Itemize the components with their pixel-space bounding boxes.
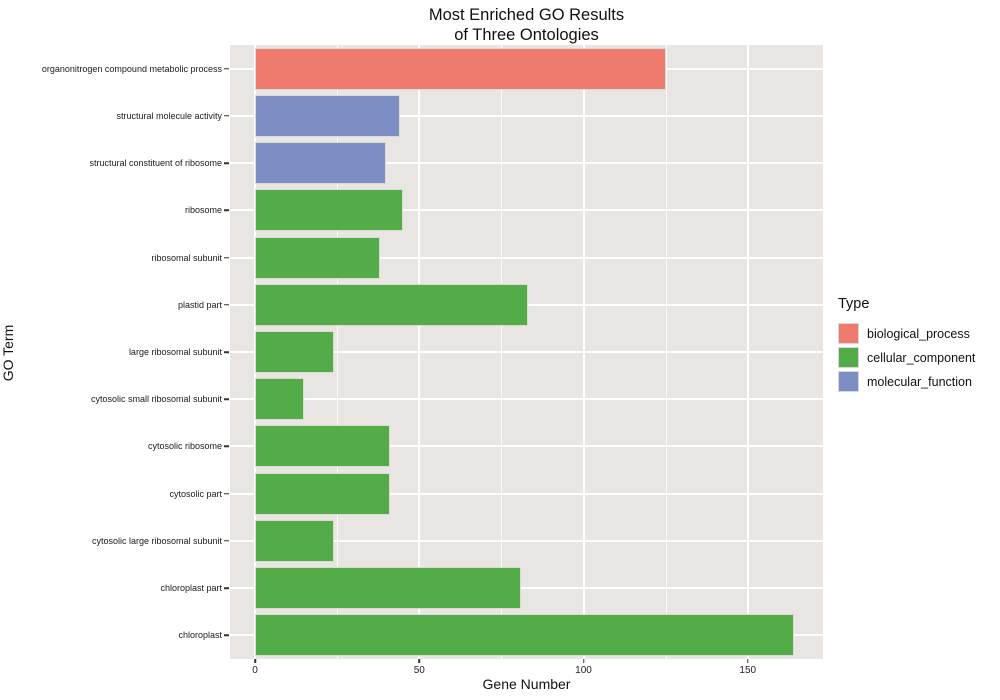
bar-cytosolic-part xyxy=(255,472,390,515)
y-tick-label: cytosolic part xyxy=(169,488,222,499)
legend-label: biological_process xyxy=(867,326,970,341)
legend-swatch-biological_process xyxy=(838,323,859,344)
x-tick-label: 50 xyxy=(413,665,425,676)
y-tick-mark xyxy=(224,587,229,589)
y-tick-label: large ribosomal subunit xyxy=(128,347,222,357)
legend-item-molecular_function: molecular_function xyxy=(838,371,998,392)
y-tick-label: cytosolic ribosome xyxy=(147,441,222,452)
y-tick-mark xyxy=(224,115,229,117)
y-tick-label: chloroplast xyxy=(178,630,222,641)
legend-swatch-molecular_function xyxy=(838,371,859,392)
chart-title-line2: of Three Ontologies xyxy=(454,26,599,44)
x-tick-mark xyxy=(582,659,585,663)
chart-title: Most Enriched GO Results of Three Ontolo… xyxy=(230,5,823,45)
y-tick-mark xyxy=(224,162,229,164)
gridline-row xyxy=(230,539,823,542)
y-tick-label: ribosome xyxy=(184,205,222,216)
gridline-row xyxy=(230,351,823,353)
bar-plastid-part xyxy=(255,283,528,326)
bar-large-ribosomal-subunit xyxy=(255,331,334,373)
x-tick-mark xyxy=(418,659,420,663)
y-tick-label: cytosolic small ribosomal subunit xyxy=(90,394,222,405)
bar-cytosolic-large-ribosomal-subunit xyxy=(255,519,334,562)
y-axis-title: GO Term xyxy=(0,324,16,382)
legend-label: molecular_function xyxy=(867,374,972,389)
gridline-row xyxy=(230,445,823,448)
bar-cytosolic-ribosome xyxy=(255,425,390,468)
bar-chloroplast xyxy=(255,614,794,657)
bar-organonitrogen-compound-metabolic-process xyxy=(255,47,666,90)
x-tick-label: 0 xyxy=(252,665,258,676)
gridline-row xyxy=(230,398,823,401)
x-tick-mark xyxy=(254,659,256,663)
gridline-row xyxy=(230,114,823,117)
y-tick-mark xyxy=(224,445,229,448)
bar-structural-constituent-of-ribosome xyxy=(255,142,387,185)
bar-chloroplast-part xyxy=(255,567,522,610)
y-tick-label: structural molecule activity xyxy=(116,110,222,121)
legend: Type biological_process cellular_componen… xyxy=(838,296,998,395)
legend-label: cellular_component xyxy=(867,350,976,365)
bar-ribosome xyxy=(255,189,403,232)
y-tick-mark xyxy=(224,492,229,495)
gridline-row xyxy=(230,587,823,590)
x-tick-label: 150 xyxy=(739,665,757,676)
gridline-row xyxy=(230,492,823,495)
x-axis-title: Gene Number xyxy=(482,676,571,692)
legend-item-biological_process: biological_process xyxy=(838,323,998,344)
gridline-row xyxy=(230,162,823,165)
x-tick-label: 100 xyxy=(575,665,592,676)
y-tick-mark xyxy=(224,634,229,637)
y-tick-mark xyxy=(224,351,229,353)
legend-swatch-cellular_component xyxy=(838,347,859,368)
y-tick-label: plastid part xyxy=(177,299,222,310)
bar-ribosomal-subunit xyxy=(255,236,380,279)
y-tick-mark xyxy=(224,209,229,212)
y-tick-label: organonitrogen compound metabolic proces… xyxy=(41,63,222,74)
y-tick-mark xyxy=(224,398,229,400)
x-axis-ticks: 0 50 100 150 xyxy=(230,659,823,689)
y-axis-labels: organonitrogen compound metabolic proces… xyxy=(0,45,230,659)
y-tick-label: cytosolic large ribosomal subunit xyxy=(91,535,222,546)
gridline-row xyxy=(230,256,823,259)
bar-structural-molecule-activity xyxy=(255,94,400,137)
bar-cytosolic-small-ribosomal-subunit xyxy=(255,378,305,421)
y-tick-mark xyxy=(224,540,229,542)
plot-panel xyxy=(230,45,823,659)
gridline-row xyxy=(230,209,823,212)
y-tick-mark xyxy=(224,304,229,306)
y-tick-label: chloroplast part xyxy=(160,583,222,594)
legend-title: Type xyxy=(838,296,870,312)
y-tick-label: structural constituent of ribosome xyxy=(89,158,222,169)
y-tick-label: ribosomal subunit xyxy=(151,252,222,263)
legend-item-cellular_component: cellular_component xyxy=(838,347,998,368)
chart-title-line1: Most Enriched GO Results xyxy=(428,6,625,24)
x-tick-mark xyxy=(747,659,749,663)
y-tick-mark xyxy=(224,67,229,70)
y-tick-mark xyxy=(224,256,229,259)
